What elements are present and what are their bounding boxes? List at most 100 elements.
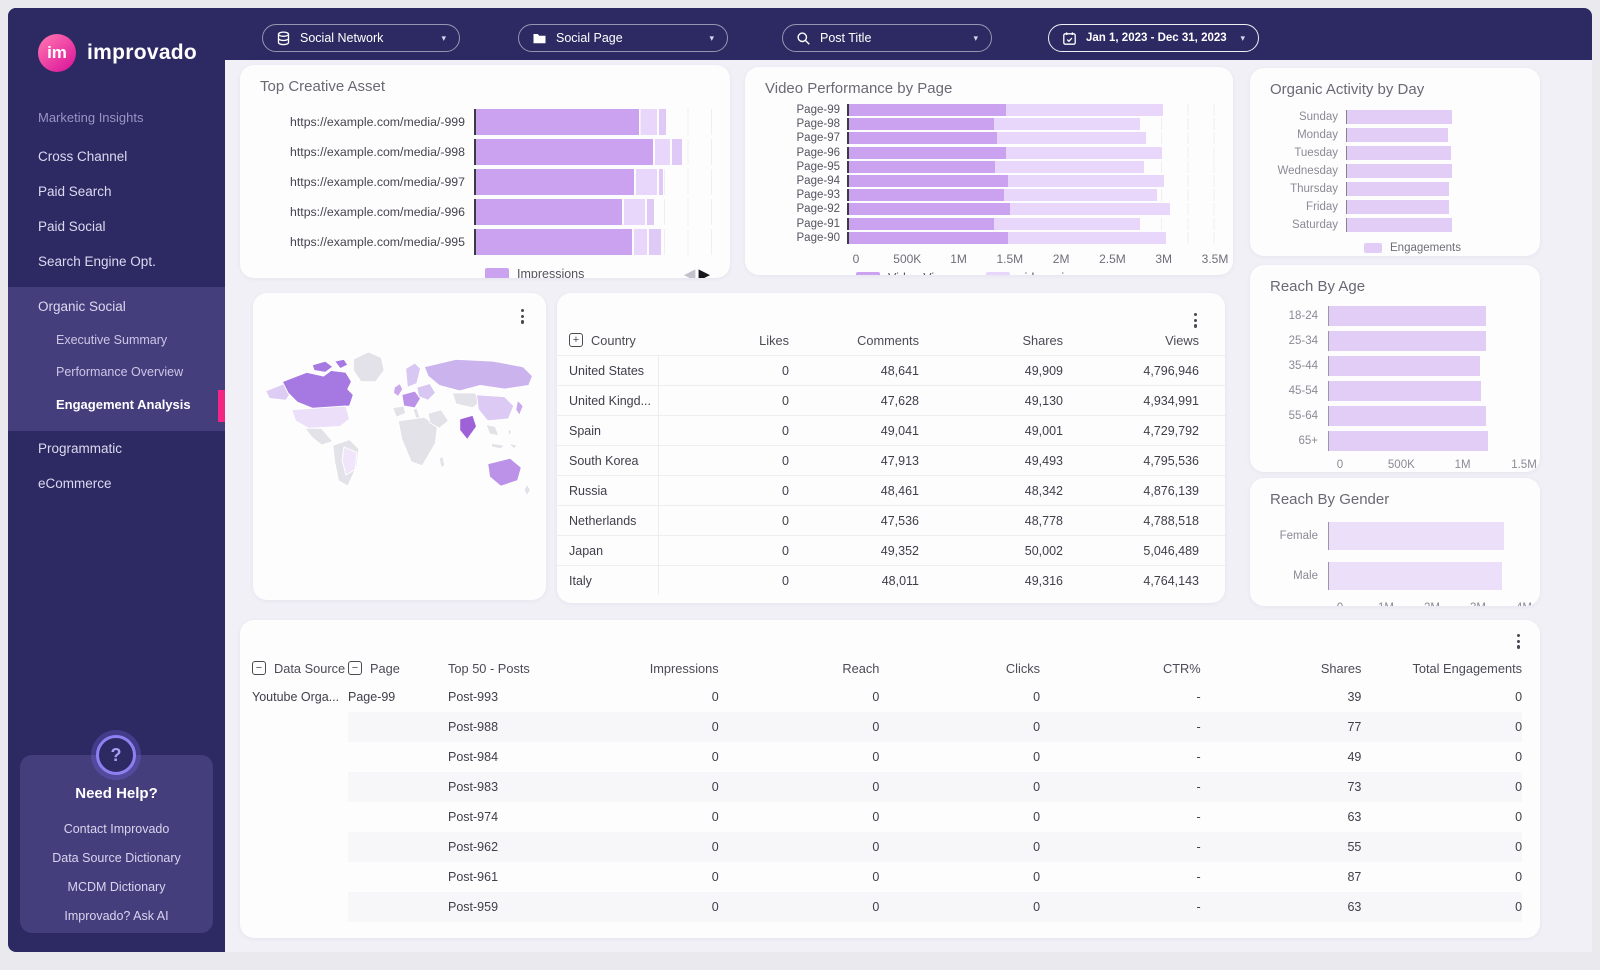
kebab-menu-icon[interactable]: [1190, 309, 1201, 332]
bar[interactable]: [1347, 182, 1450, 196]
bar[interactable]: [1347, 110, 1452, 124]
bar-segment[interactable]: [647, 199, 655, 225]
filter-social-page[interactable]: Social Page ▾: [518, 24, 728, 52]
table-row[interactable]: Post-962 0 0 0 - 55 0: [240, 832, 1540, 862]
bar[interactable]: [1347, 218, 1452, 232]
bar[interactable]: [1347, 146, 1451, 160]
bar-segment[interactable]: [476, 139, 653, 165]
table-row[interactable]: Italy 0 48,011 49,316 4,764,143: [557, 565, 1225, 595]
table-row[interactable]: Spain 0 49,041 49,001 4,729,792: [557, 415, 1225, 445]
bar-segment[interactable]: [994, 118, 1140, 131]
bar-segment[interactable]: [476, 169, 635, 195]
bar-segment[interactable]: [476, 229, 632, 255]
bar[interactable]: [1347, 164, 1452, 178]
bar-segment[interactable]: [476, 199, 623, 225]
bar[interactable]: [1329, 355, 1480, 376]
bar-segment[interactable]: [995, 160, 1144, 173]
sidebar-item-organic-social[interactable]: Organic Social: [38, 299, 126, 314]
bar-segment[interactable]: [624, 199, 646, 225]
kebab-menu-icon[interactable]: [1513, 630, 1524, 653]
bar[interactable]: [1329, 430, 1488, 451]
collapse-icon[interactable]: −: [252, 661, 266, 675]
sidebar-item-programmatic[interactable]: Programmatic: [38, 441, 123, 456]
bar-segment[interactable]: [658, 109, 666, 135]
sidebar-item-ecommerce[interactable]: eCommerce: [38, 476, 112, 491]
bar-segment[interactable]: [994, 217, 1140, 230]
bar-segment[interactable]: [1005, 146, 1162, 159]
filter-jan-1[interactable]: Jan 1, 2023 - Dec 31, 2023 ▾: [1048, 24, 1259, 52]
sidebar-item-paid-social[interactable]: Paid Social: [38, 219, 106, 234]
bar[interactable]: [1329, 380, 1482, 401]
bar[interactable]: [1329, 305, 1487, 326]
bar-segment[interactable]: [655, 139, 670, 165]
bar-segment[interactable]: [1007, 175, 1164, 188]
bar[interactable]: [1329, 330, 1487, 351]
bar-segment[interactable]: [849, 203, 1011, 216]
bar-segment[interactable]: [849, 132, 998, 145]
bar-segment[interactable]: [849, 189, 1004, 202]
bar-segment[interactable]: [849, 146, 1006, 159]
sidebar-item-cross-channel[interactable]: Cross Channel: [38, 149, 128, 164]
bar[interactable]: [1347, 200, 1450, 214]
asset-url[interactable]: https://example.com/media/-996: [290, 205, 465, 219]
table-row[interactable]: Post-988 0 0 0 - 77 0: [240, 712, 1540, 742]
table-row[interactable]: Netherlands 0 47,536 48,778 4,788,518: [557, 505, 1225, 535]
next-page-icon[interactable]: ▶: [698, 266, 710, 278]
table-row[interactable]: Post-961 0 0 0 - 87 0: [240, 862, 1540, 892]
bar[interactable]: [1329, 522, 1504, 550]
bar-segment[interactable]: [849, 217, 995, 230]
asset-url[interactable]: https://example.com/media/-995: [290, 235, 465, 249]
asset-url[interactable]: https://example.com/media/-998: [290, 145, 465, 159]
table-row[interactable]: United States 0 48,641 49,909 4,796,946: [557, 355, 1225, 385]
sidebar-item-engagement-analysis[interactable]: Engagement Analysis: [8, 388, 225, 422]
bar-segment[interactable]: [849, 175, 1008, 188]
filter-post-title[interactable]: Post Title ▾: [782, 24, 992, 52]
row-rest: Post-961 0 0 0 - 87 0: [348, 862, 1522, 892]
sidebar-item-executive-summary[interactable]: Executive Summary: [56, 333, 168, 347]
table-row[interactable]: Post-983 0 0 0 - 73 0: [240, 772, 1540, 802]
collapse-icon[interactable]: −: [348, 661, 362, 675]
bar-segment[interactable]: [648, 229, 661, 255]
sidebar-item-search-engine-opt[interactable]: Search Engine Opt.: [38, 254, 156, 269]
table-row[interactable]: South Korea 0 47,913 49,493 4,795,536: [557, 445, 1225, 475]
table-row[interactable]: Post-984 0 0 0 - 49 0: [240, 742, 1540, 772]
table-row[interactable]: Post-959 0 0 0 - 63 0: [240, 892, 1540, 922]
asset-url[interactable]: https://example.com/media/-999: [290, 115, 465, 129]
help-link-mcdm-dictionary[interactable]: MCDM Dictionary: [67, 880, 166, 894]
bar-segment[interactable]: [1010, 203, 1171, 216]
help-icon[interactable]: ?: [96, 735, 136, 775]
bar-segment[interactable]: [849, 231, 1008, 244]
bar-segment[interactable]: [849, 118, 995, 131]
bar[interactable]: [1329, 405, 1487, 426]
help-link-data-source-dictionary[interactable]: Data Source Dictionary: [52, 851, 181, 865]
expand-icon[interactable]: +: [569, 333, 583, 347]
table-row[interactable]: United Kingd... 0 47,628 49,130 4,934,991: [557, 385, 1225, 415]
asset-url[interactable]: https://example.com/media/-997: [290, 175, 465, 189]
help-link-contact-improvado[interactable]: Contact Improvado: [63, 822, 170, 836]
prev-page-icon[interactable]: ◀: [683, 266, 696, 278]
bar-segment[interactable]: [849, 160, 996, 173]
help-link-improvado-ask-ai[interactable]: Improvado? Ask AI: [64, 909, 169, 923]
bar-segment[interactable]: [640, 109, 657, 135]
table-row[interactable]: Youtube Orga... Page-99 Post-993 0 0 0 - 39 0: [240, 682, 1540, 712]
table-row[interactable]: Japan 0 49,352 50,002 5,046,489: [557, 535, 1225, 565]
bar-segment[interactable]: [476, 109, 639, 135]
filter-social-network[interactable]: Social Network ▾: [262, 24, 460, 52]
bar-segment[interactable]: [997, 132, 1146, 145]
bar[interactable]: [1347, 128, 1448, 142]
table-row[interactable]: Russia 0 48,461 48,342 4,876,139: [557, 475, 1225, 505]
bar-segment[interactable]: [671, 139, 682, 165]
sidebar-item-performance-overview[interactable]: Performance Overview: [56, 365, 184, 379]
bar-segment[interactable]: [659, 169, 663, 195]
bar-segment[interactable]: [1007, 231, 1166, 244]
bar-segment[interactable]: [849, 104, 1006, 117]
bar-segment[interactable]: [1005, 104, 1163, 117]
bar-segment[interactable]: [1003, 189, 1158, 202]
table-row[interactable]: Post-974 0 0 0 - 63 0: [240, 802, 1540, 832]
bar-segment[interactable]: [633, 229, 647, 255]
bar-segment[interactable]: [636, 169, 658, 195]
world-map[interactable]: [260, 335, 540, 517]
sidebar-item-paid-search[interactable]: Paid Search: [38, 184, 112, 199]
bar[interactable]: [1329, 562, 1503, 590]
kebab-menu-icon[interactable]: [517, 305, 528, 328]
